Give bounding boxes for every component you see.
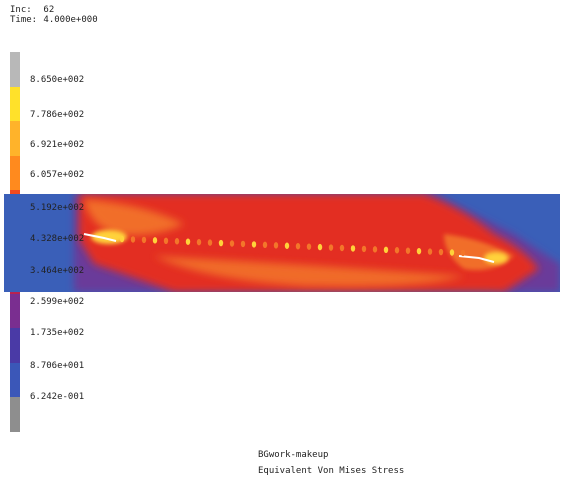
thread-contact-point xyxy=(295,243,301,250)
inc-label: Inc: xyxy=(10,5,32,15)
thread-contact-point xyxy=(240,240,246,248)
thread-contact-points xyxy=(119,235,466,257)
thread-contact-point xyxy=(119,235,125,243)
crack-line-left xyxy=(83,233,117,242)
crack-line-right xyxy=(458,255,495,263)
legend-label-5: 5.192e+002 xyxy=(30,203,85,213)
thread-contact-point xyxy=(262,241,268,249)
time-row: Time: 4.000e+000 xyxy=(10,15,98,25)
thread-contact-point xyxy=(174,238,180,245)
thread-contact-point xyxy=(141,236,147,244)
thread-contact-point xyxy=(152,237,158,244)
job-name: BGwork-makeup xyxy=(258,450,329,460)
info-header: Inc: 62 Time: 4.000e+000 xyxy=(10,5,98,25)
yellow-stress-hotspot-right xyxy=(484,252,508,264)
legend-label-9: 1.735e+002 xyxy=(30,328,85,338)
orange-stress-zone-left xyxy=(84,199,184,236)
time-label: Time: xyxy=(10,15,38,25)
legend-label-8: 2.599e+002 xyxy=(30,297,85,307)
thread-contact-point xyxy=(361,245,367,253)
legend-segment-4 xyxy=(10,155,20,190)
thread-contact-point xyxy=(284,242,290,249)
legend-label-2: 7.786e+002 xyxy=(30,110,85,120)
legend-segment-10 xyxy=(10,362,20,397)
thread-contact-point xyxy=(394,247,400,254)
inc-value: 62 xyxy=(43,5,55,15)
legend-label-7: 3.464e+002 xyxy=(30,266,85,276)
thread-contact-point xyxy=(383,246,389,253)
plot-footer: BGwork-makeup Equivalent Von Mises Stres… xyxy=(258,447,404,479)
legend-segment-3 xyxy=(10,121,20,156)
thread-contact-point xyxy=(273,242,279,249)
legend-label-6: 4.328e+002 xyxy=(30,234,85,244)
legend-segment-1 xyxy=(10,52,20,87)
increment-row: Inc: 62 xyxy=(10,5,98,15)
thread-contact-point xyxy=(229,240,235,247)
thread-contact-point xyxy=(339,244,345,252)
thread-contact-point xyxy=(207,239,213,246)
legend-label-4: 6.057e+002 xyxy=(30,170,85,180)
yellow-stress-hotspot-left xyxy=(91,230,127,244)
thread-contact-point xyxy=(306,243,312,250)
thread-contact-point xyxy=(130,236,136,243)
legend-segment-11 xyxy=(10,397,20,432)
thread-contact-point xyxy=(196,238,202,246)
thread-contact-point xyxy=(163,237,169,244)
legend-segment-2 xyxy=(10,86,20,121)
thread-contact-point xyxy=(449,249,455,256)
orange-stress-zone-bottom xyxy=(154,256,464,287)
thread-contact-point xyxy=(317,243,323,251)
result-label: Equivalent Von Mises Stress xyxy=(258,466,405,476)
legend-labels: 8.650e+002 7.786e+002 6.921e+002 6.057e+… xyxy=(30,0,150,475)
thread-contact-point xyxy=(251,241,257,248)
thread-contact-point xyxy=(372,246,378,253)
legend-label-10: 8.706e+001 xyxy=(30,361,85,371)
thread-contact-point xyxy=(218,239,224,247)
thread-contact-point xyxy=(185,238,191,245)
legend-label-3: 6.921e+002 xyxy=(30,140,85,150)
thread-contact-point xyxy=(438,248,444,256)
stress-contour-plot xyxy=(4,194,560,292)
legend-label-11: 6.242e-001 xyxy=(30,392,85,402)
time-value: 4.000e+000 xyxy=(43,15,98,25)
legend-label-1: 8.650e+002 xyxy=(30,75,85,85)
legend-segment-8 xyxy=(10,293,20,328)
thread-contact-point xyxy=(427,248,433,255)
thread-contact-point xyxy=(460,249,466,257)
thread-contact-point xyxy=(405,247,411,254)
legend-segment-9 xyxy=(10,328,20,363)
thread-contact-point xyxy=(416,247,422,255)
thread-contact-point xyxy=(328,244,334,251)
thread-contact-point xyxy=(350,245,356,252)
